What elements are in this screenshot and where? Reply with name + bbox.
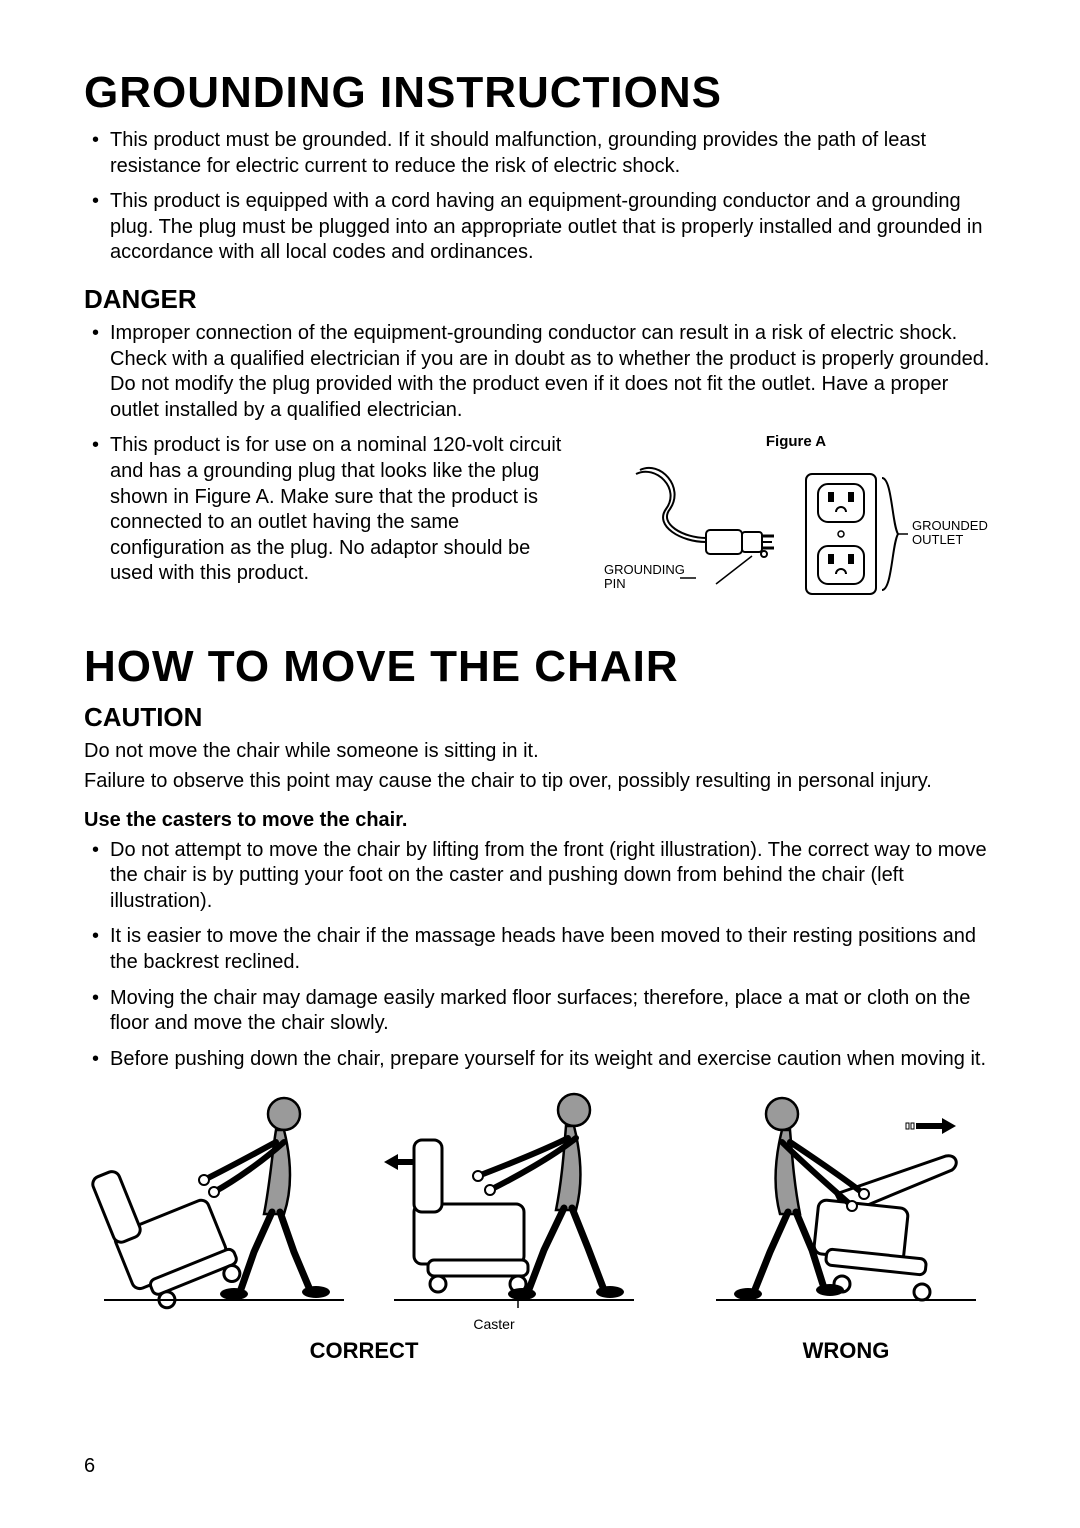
- illustration-correct: [84, 1084, 644, 1314]
- bullet: Improper connection of the equipment-gro…: [84, 321, 996, 423]
- bullet: It is easier to move the chair if the ma…: [84, 924, 996, 975]
- bullet: Do not attempt to move the chair by lift…: [84, 838, 996, 915]
- illustrations-row: Caster CORRECT: [84, 1084, 996, 1364]
- subhead-casters: Use the casters to move the chair.: [84, 809, 996, 832]
- caution-para2: Failure to observe this point may cause …: [84, 769, 996, 795]
- grounding-bullets: This product must be grounded. If it sho…: [84, 128, 996, 266]
- label-grounding-pin: GROUNDING: [604, 562, 685, 577]
- bullet: This product is equipped with a cord hav…: [84, 189, 996, 266]
- figure-a-diagram: GROUNDING PIN GROUNDED OUTLET: [596, 454, 996, 614]
- danger-bullets-narrow: This product is for use on a nominal 120…: [84, 433, 576, 587]
- section-title-grounding: GROUNDING INSTRUCTIONS: [84, 68, 996, 118]
- bullet: This product must be grounded. If it sho…: [84, 128, 996, 179]
- bullet: Before pushing down the chair, prepare y…: [84, 1047, 996, 1073]
- figure-a-title: Figure A: [596, 433, 996, 450]
- page-number: 6: [84, 1455, 95, 1478]
- section-title-move: HOW TO MOVE THE CHAIR: [84, 642, 996, 692]
- caution-heading: CAUTION: [84, 702, 996, 733]
- bullet: This product is for use on a nominal 120…: [84, 433, 576, 587]
- svg-text:OUTLET: OUTLET: [912, 532, 963, 547]
- figure-a: Figure A GROUNDING PIN: [596, 433, 996, 614]
- label-grounded-outlet: GROUNDED: [912, 518, 988, 533]
- danger-bullets: Improper connection of the equipment-gro…: [84, 321, 996, 423]
- caution-para1: Do not move the chair while someone is s…: [84, 739, 996, 765]
- move-bullets: Do not attempt to move the chair by lift…: [84, 838, 996, 1073]
- caster-label: Caster: [344, 1316, 644, 1332]
- correct-label: CORRECT: [84, 1338, 644, 1364]
- wrong-label: WRONG: [696, 1338, 996, 1364]
- illustration-wrong: [696, 1084, 996, 1314]
- bullet: Moving the chair may damage easily marke…: [84, 986, 996, 1037]
- danger-heading: DANGER: [84, 284, 996, 315]
- svg-text:PIN: PIN: [604, 576, 626, 591]
